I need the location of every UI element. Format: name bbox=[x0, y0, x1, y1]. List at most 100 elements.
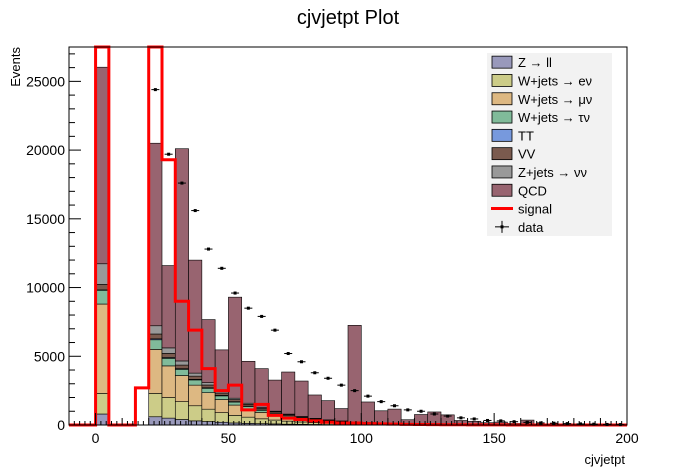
data-points bbox=[151, 88, 625, 427]
legend-entry-4: W+jets → τν bbox=[491, 110, 590, 125]
data-point-marker bbox=[472, 417, 476, 421]
bar-6-13 bbox=[228, 399, 243, 402]
bar-8-8 bbox=[161, 265, 176, 349]
data-point-22 bbox=[430, 412, 439, 416]
bar-7-7 bbox=[148, 325, 163, 335]
data-point-32 bbox=[563, 422, 572, 426]
bar-2-18 bbox=[294, 421, 309, 425]
bar-8-22 bbox=[347, 325, 362, 423]
data-point-marker bbox=[446, 414, 450, 418]
data-point-6 bbox=[217, 266, 226, 270]
y-tick-label: 20000 bbox=[26, 142, 65, 158]
x-tick-label: 0 bbox=[92, 430, 100, 446]
data-point-marker bbox=[393, 404, 396, 408]
data-point-23 bbox=[443, 414, 452, 418]
data-point-marker bbox=[592, 422, 596, 426]
data-point-4 bbox=[191, 209, 200, 213]
data-point-8 bbox=[244, 306, 253, 310]
bar-3-3 bbox=[95, 303, 110, 394]
bar-2-17 bbox=[281, 420, 296, 425]
legend-label: QCD bbox=[518, 183, 547, 198]
bar-3-12 bbox=[214, 399, 229, 413]
data-point-marker bbox=[539, 421, 543, 425]
legend-label: VV bbox=[518, 147, 536, 162]
legend-swatch bbox=[491, 74, 513, 87]
bar-8-13 bbox=[228, 296, 243, 399]
bar-6-10 bbox=[188, 375, 203, 380]
legend-entry-8: QCD bbox=[491, 183, 547, 198]
x-tick-label: 100 bbox=[350, 430, 374, 446]
data-point-15 bbox=[337, 383, 346, 387]
bar-8-21 bbox=[334, 408, 349, 422]
bar-4-15 bbox=[254, 409, 269, 413]
data-point-7 bbox=[231, 291, 240, 295]
legend-swatch bbox=[491, 128, 513, 142]
data-point-10 bbox=[270, 328, 279, 332]
data-point-27 bbox=[496, 419, 505, 423]
legend: Z → ll W+jets → eν W+jets → μν W+jets → τν T… bbox=[487, 53, 612, 236]
bar-8-19 bbox=[307, 394, 322, 419]
data-point-marker bbox=[552, 421, 556, 425]
bar-2-8 bbox=[161, 397, 176, 419]
data-point-marker bbox=[486, 418, 489, 422]
data-point-marker bbox=[512, 420, 516, 424]
legend-entry-7: Z+jets → νν bbox=[491, 165, 587, 180]
bar-2-13 bbox=[228, 415, 243, 424]
legend-label: W+jets → μν bbox=[518, 92, 592, 107]
bar-1-7 bbox=[148, 416, 163, 426]
bar-1-8 bbox=[161, 417, 176, 426]
y-axis-label: Events bbox=[8, 47, 23, 87]
data-point-14 bbox=[324, 376, 333, 380]
bar-1-11 bbox=[201, 421, 216, 426]
data-point-marker bbox=[260, 314, 264, 318]
bar-8-25 bbox=[387, 408, 402, 424]
bar-8-14 bbox=[241, 360, 256, 404]
data-point-30 bbox=[536, 421, 545, 425]
data-point-marker bbox=[300, 360, 303, 364]
data-point-marker bbox=[273, 328, 277, 332]
legend-swatch bbox=[491, 183, 513, 197]
bar-4-7 bbox=[148, 339, 163, 350]
x-axis-label: cjvjetpt bbox=[585, 452, 626, 467]
legend-entry-2: W+jets → eν bbox=[491, 73, 592, 88]
legend-label: signal bbox=[518, 202, 552, 217]
x-tick-label: 200 bbox=[615, 430, 639, 446]
data-point-20 bbox=[403, 408, 412, 412]
legend-label: Z → ll bbox=[518, 55, 552, 70]
data-point-2 bbox=[164, 152, 173, 156]
data-point-marker bbox=[180, 181, 184, 185]
bar-2-7 bbox=[148, 393, 163, 418]
bar-8-18 bbox=[294, 380, 309, 417]
bar-2-3 bbox=[95, 393, 110, 415]
bar-6-9 bbox=[174, 364, 189, 369]
bar-3-9 bbox=[174, 375, 189, 402]
bar-4-3 bbox=[95, 289, 110, 305]
bar-8-20 bbox=[321, 400, 336, 421]
data-point-34 bbox=[589, 422, 598, 426]
bar-3-15 bbox=[254, 412, 269, 420]
bar-7-10 bbox=[188, 372, 203, 377]
bar-7-11 bbox=[201, 382, 216, 386]
bar-6-8 bbox=[161, 353, 176, 358]
legend-label: W+jets → τν bbox=[518, 110, 590, 125]
legend-entry-3: W+jets → μν bbox=[491, 92, 592, 107]
bar-2-9 bbox=[174, 401, 189, 420]
data-point-marker bbox=[193, 209, 197, 213]
data-point-marker bbox=[579, 422, 582, 426]
bar-1-9 bbox=[174, 419, 189, 426]
data-point-marker bbox=[406, 408, 410, 412]
data-point-16 bbox=[350, 389, 359, 393]
legend-label: data bbox=[518, 220, 544, 235]
legend-swatch bbox=[491, 165, 513, 179]
data-point-25 bbox=[470, 417, 479, 421]
plot-frame bbox=[68, 46, 628, 426]
bar-8-10 bbox=[188, 259, 203, 374]
legend-swatch bbox=[491, 110, 513, 124]
legend-entry-6: VV bbox=[491, 147, 536, 162]
bar-2-15 bbox=[254, 418, 269, 424]
data-point-marker bbox=[207, 247, 210, 251]
data-point-marker bbox=[525, 420, 529, 424]
bar-4-9 bbox=[174, 369, 189, 376]
data-point-9 bbox=[257, 314, 266, 318]
data-point-21 bbox=[417, 409, 426, 413]
